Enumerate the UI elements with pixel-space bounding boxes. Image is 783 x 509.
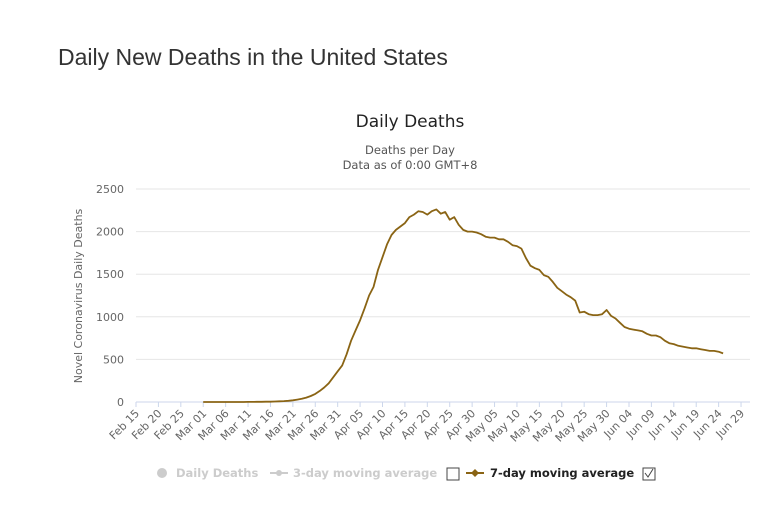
gridlines — [136, 188, 750, 360]
y-axis-ticks: 0 500 1000 1500 2000 2500 — [96, 183, 124, 409]
checkbox-box-icon — [642, 467, 656, 481]
y-axis-label: Novel Coronavirus Daily Deaths — [72, 208, 85, 383]
y-tick-label: 1000 — [96, 311, 124, 324]
y-tick-label: 500 — [103, 353, 124, 366]
legend-marker-7day-icon — [471, 469, 479, 477]
legend-label-7day: 7-day moving average — [490, 466, 634, 480]
toggle-7day-checkbox[interactable] — [642, 467, 656, 481]
legend-item-7day[interactable]: 7-day moving average — [466, 466, 634, 480]
chart-subtitle-line1: Deaths per Day — [365, 143, 455, 157]
legend-marker-daily-deaths-icon — [157, 468, 167, 478]
y-tick-label: 2000 — [96, 226, 124, 239]
series-group — [203, 208, 724, 403]
legend-marker-3day-icon — [276, 470, 282, 476]
chart-subtitle-line2: Data as of 0:00 GMT+8 — [343, 158, 478, 172]
toggle-3day-checkbox[interactable] — [446, 467, 460, 481]
y-tick-label: 0 — [117, 396, 124, 409]
checkmark-icon — [644, 468, 654, 478]
legend-item-3day[interactable]: 3-day moving average — [270, 466, 437, 480]
legend-label-3day: 3-day moving average — [293, 466, 437, 480]
legend-item-daily-deaths[interactable]: Daily Deaths — [157, 466, 258, 480]
chart-title: Daily Deaths — [356, 112, 465, 132]
y-tick-label: 2500 — [96, 183, 124, 196]
legend: Daily Deaths 3-day moving average 7-day … — [157, 466, 656, 481]
series-line-7day-average[interactable] — [203, 208, 724, 403]
page-title: Daily New Deaths in the United States — [58, 44, 448, 70]
legend-label-daily-deaths: Daily Deaths — [176, 466, 258, 480]
y-tick-label: 1500 — [96, 268, 124, 281]
